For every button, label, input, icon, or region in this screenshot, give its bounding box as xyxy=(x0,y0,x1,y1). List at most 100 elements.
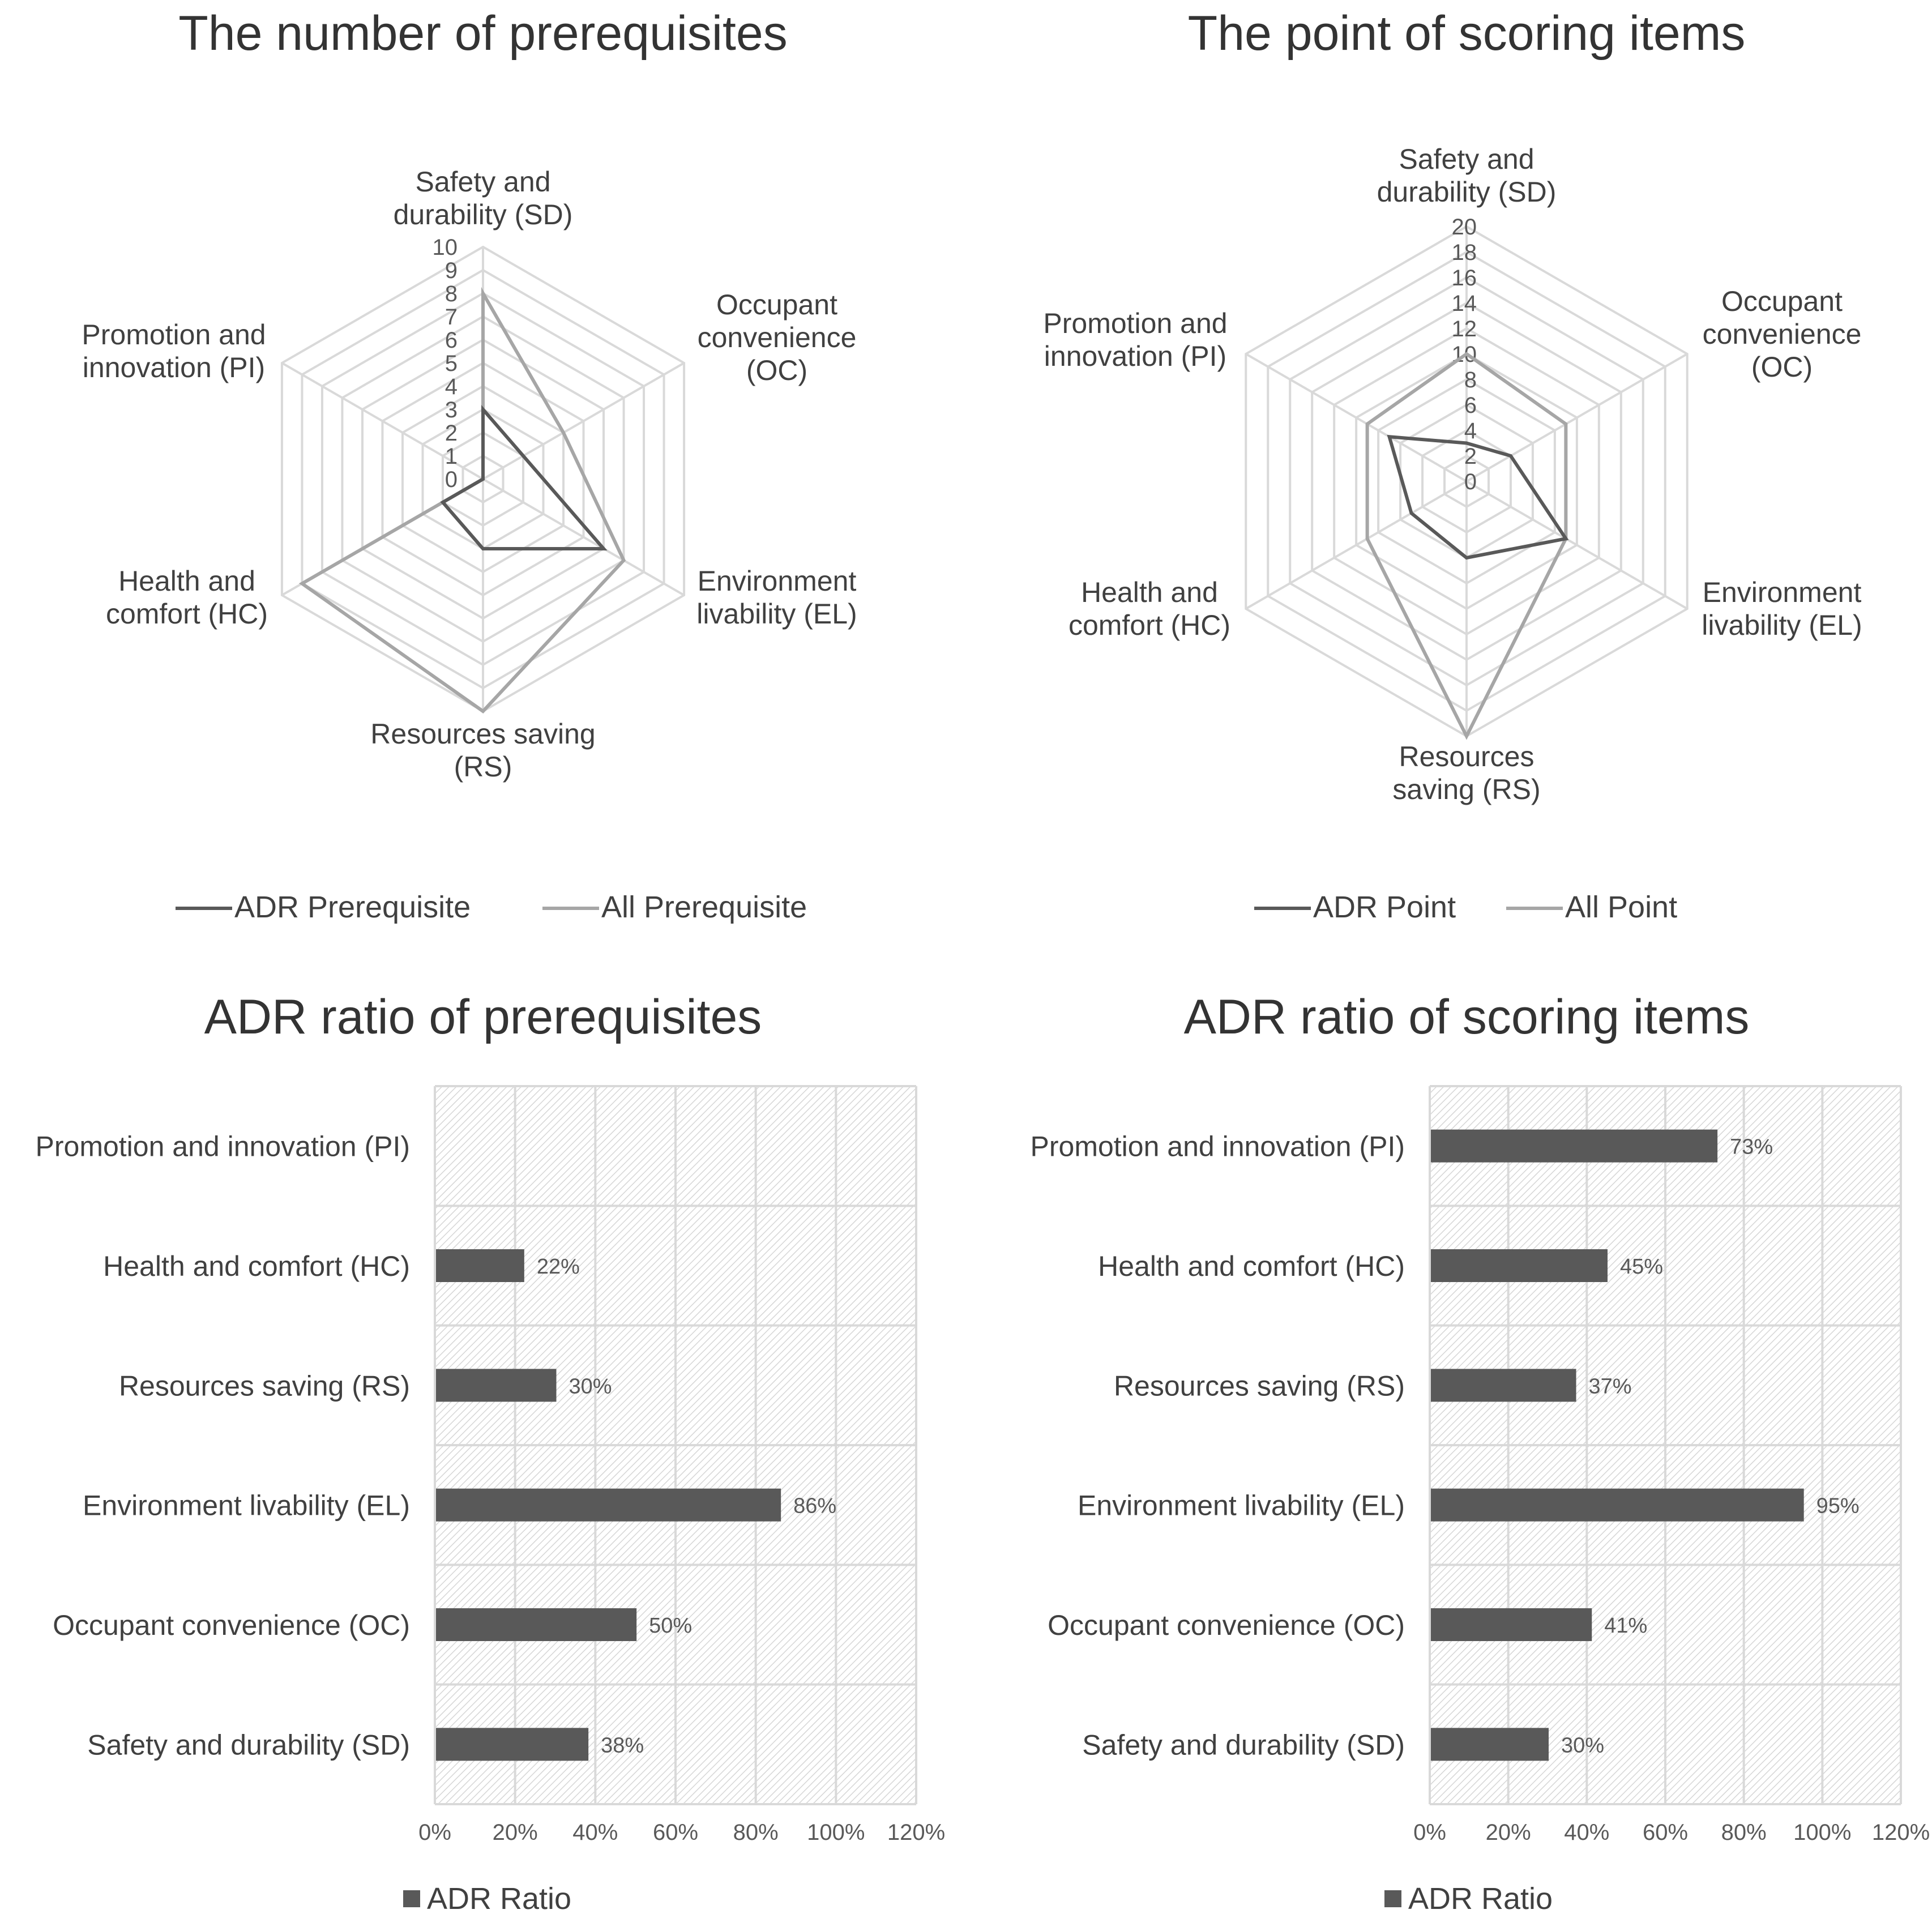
b1-legend-label: ADR Ratio xyxy=(427,1882,571,1916)
b1-x-tick-label: 120% xyxy=(887,1820,945,1845)
bar2-plot: 0% 20% 40% 60% 80% 100% 120% Promotion and inno… xyxy=(1031,1085,1930,1916)
r2-axis-label: Environment livability (EL) xyxy=(1702,576,1862,641)
b2-bar xyxy=(1431,1728,1549,1761)
r2-axis-label-line: livability (EL) xyxy=(1702,609,1862,641)
b1-data-label: 50% xyxy=(649,1614,692,1638)
r1-axis-label-line: Health and xyxy=(118,565,255,597)
bar1-title: ADR ratio of prerequisites xyxy=(204,990,762,1044)
r1-axis-label-line: livability (EL) xyxy=(696,598,857,630)
b2-data-label: 37% xyxy=(1589,1374,1632,1398)
r2-axis-label-line: Resources xyxy=(1399,741,1535,772)
r1-spoke xyxy=(482,478,685,596)
r1-axis-label-line: (OC) xyxy=(746,354,807,386)
r2-tick-label: 6 xyxy=(1464,393,1477,418)
b2-bar xyxy=(1431,1488,1804,1522)
r1-axis-label: Promotion and innovation (PI) xyxy=(82,319,266,383)
r2-axis-label: Safety and durability (SD) xyxy=(1377,143,1557,208)
b2-category-label: Safety and durability (SD) xyxy=(1082,1729,1405,1761)
b2-bar xyxy=(1431,1608,1592,1641)
b1-category-label: Resources saving (RS) xyxy=(119,1370,410,1402)
r1-series-adr-prerequisite xyxy=(440,404,608,550)
b1-x-tick-label: 60% xyxy=(653,1820,698,1845)
b2-data-label: 95% xyxy=(1816,1494,1860,1518)
b1-data-label: 30% xyxy=(569,1374,612,1398)
r1-axis-label-line: convenience xyxy=(698,322,857,353)
r1-tick-label: 8 xyxy=(445,281,458,306)
r2-axis-label: Occupant convenience (OC) xyxy=(1703,285,1862,383)
r2-series-adr-point xyxy=(1387,434,1569,560)
r1-tick-label: 6 xyxy=(445,328,458,353)
r1-tick-label: 1 xyxy=(445,444,458,469)
r1-axis-label-line: Occupant xyxy=(716,289,837,321)
r2-spoke xyxy=(1245,353,1468,482)
b2-x-tick-label: 60% xyxy=(1643,1820,1688,1845)
r2-tick-label: 16 xyxy=(1452,266,1477,291)
r2-axis-label-line: Environment xyxy=(1703,576,1862,608)
r1-axis-label-line: Resources saving xyxy=(370,718,595,750)
b1-data-label: 22% xyxy=(537,1255,580,1279)
b1-x-tick-label: 0% xyxy=(418,1820,451,1845)
r2-tick-label: 4 xyxy=(1464,418,1477,443)
b2-x-tick-label: 80% xyxy=(1721,1820,1767,1845)
r2-axis-label-line: innovation (PI) xyxy=(1044,340,1226,372)
r2-axis-label-line: (OC) xyxy=(1751,351,1813,383)
r2-axis-label-line: durability (SD) xyxy=(1377,176,1557,208)
r1-axis-label: Environment livability (EL) xyxy=(696,565,857,630)
b1-category-label: Health and comfort (HC) xyxy=(103,1250,410,1282)
b1-x-tick-label: 100% xyxy=(807,1820,865,1845)
b2-category-label: Resources saving (RS) xyxy=(1114,1370,1405,1402)
b2-bar xyxy=(1431,1369,1576,1402)
b2-data-label: 73% xyxy=(1730,1135,1773,1159)
r1-tick-label: 5 xyxy=(445,351,458,376)
b1-category-label: Environment livability (EL) xyxy=(83,1490,410,1522)
b1-bar xyxy=(436,1608,637,1641)
r1-axis-label-line: Promotion and xyxy=(82,319,266,351)
r2-axis-label: Health and comfort (HC) xyxy=(1068,576,1230,641)
radar1-title: The number of prerequisites xyxy=(178,6,788,61)
b1-legend-swatch xyxy=(403,1890,420,1907)
r2-tick-label: 14 xyxy=(1452,291,1477,316)
b1-bar xyxy=(436,1249,524,1282)
r2-series-all-point xyxy=(1365,352,1568,740)
b1-x-tick-label: 20% xyxy=(493,1820,538,1845)
r1-spoke xyxy=(281,362,484,480)
b2-data-label: 41% xyxy=(1604,1614,1647,1638)
b1-bar xyxy=(436,1488,781,1522)
r1-axis-label-line: (RS) xyxy=(454,751,512,783)
bar2-title: ADR ratio of scoring items xyxy=(1184,990,1750,1044)
b1-x-tick-label: 80% xyxy=(733,1820,779,1845)
r1-tick-label: 2 xyxy=(445,421,458,446)
r2-tick-label: 2 xyxy=(1464,444,1477,469)
r1-axis-label: Occupant convenience (OC) xyxy=(698,289,857,386)
r1-tick-label: 10 xyxy=(433,235,458,260)
b2-bar xyxy=(1431,1249,1608,1282)
b2-x-tick-label: 120% xyxy=(1872,1820,1930,1845)
r2-spoke xyxy=(1465,480,1688,610)
r2-tick-label: 0 xyxy=(1464,469,1477,494)
r2-spoke xyxy=(1465,353,1688,482)
r1-axis-label-line: durability (SD) xyxy=(394,199,573,230)
b1-category-label: Occupant convenience (OC) xyxy=(53,1609,410,1641)
r2-legend-label: ADR Point xyxy=(1313,890,1456,924)
b2-bar xyxy=(1431,1129,1718,1163)
radar2-title: The point of scoring items xyxy=(1188,6,1746,61)
b2-data-label: 45% xyxy=(1620,1255,1663,1279)
r1-axis-label-line: comfort (HC) xyxy=(106,598,268,630)
b2-data-label: 30% xyxy=(1561,1733,1604,1757)
b2-legend-swatch xyxy=(1384,1890,1401,1907)
b1-category-label: Safety and durability (SD) xyxy=(87,1729,410,1761)
r2-tick-label: 18 xyxy=(1452,240,1477,265)
b1-data-label: 86% xyxy=(793,1494,836,1518)
r1-axis-label: Safety and durability (SD) xyxy=(394,166,573,230)
r1-axis-label-line: Environment xyxy=(698,565,857,597)
r2-axis-label-line: convenience xyxy=(1703,318,1862,350)
r2-axis-label-line: Safety and xyxy=(1399,143,1534,175)
r1-tick-label: 0 xyxy=(445,467,458,492)
r2-axis-label-line: Promotion and xyxy=(1043,307,1227,339)
r1-axis-label-line: innovation (PI) xyxy=(83,352,265,383)
r2-spoke xyxy=(1245,480,1468,610)
b1-x-tick-label: 40% xyxy=(572,1820,618,1845)
